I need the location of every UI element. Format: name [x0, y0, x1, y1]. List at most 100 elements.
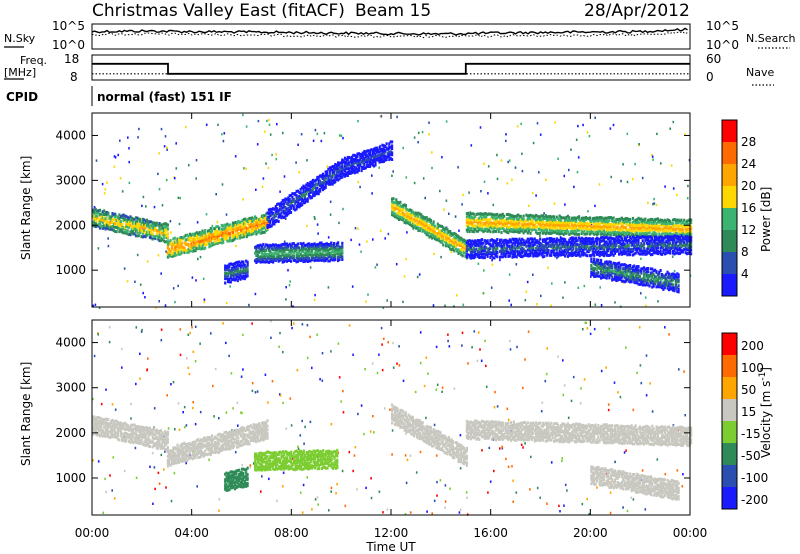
band-cell	[356, 158, 359, 162]
band-cell	[656, 217, 659, 221]
band-cell	[103, 213, 106, 216]
band-cell	[562, 221, 565, 225]
band-cell	[134, 229, 138, 233]
band-cell	[606, 228, 610, 232]
band-cell	[651, 253, 654, 256]
band-cell	[618, 273, 621, 277]
band-cell	[551, 223, 554, 227]
band-cell	[544, 248, 547, 252]
band-cell	[530, 237, 533, 241]
band-cell	[396, 200, 399, 204]
band-cell	[670, 244, 673, 247]
noise-left-tick-bottom: 10^0	[52, 38, 85, 52]
band-cell	[158, 239, 161, 243]
band-cell	[499, 222, 502, 225]
band-cell	[415, 226, 419, 230]
band-cell	[201, 239, 204, 243]
band-cell	[323, 243, 326, 246]
band-cell	[681, 231, 684, 235]
band-cell	[188, 249, 192, 253]
band-cell	[251, 220, 254, 223]
band-cell	[595, 252, 599, 256]
band-cell	[618, 239, 621, 242]
band-cell	[288, 197, 291, 201]
band-cell	[272, 257, 275, 261]
band-cell	[526, 231, 529, 235]
band-cell	[399, 213, 402, 216]
band-cell	[623, 236, 626, 240]
band-cell	[240, 220, 243, 224]
band-cell	[337, 249, 340, 253]
band-cell	[611, 263, 614, 267]
band-cell	[483, 239, 486, 243]
band-cell	[525, 213, 528, 217]
band-cell	[368, 152, 372, 156]
band-cell	[608, 254, 611, 257]
band-cell	[234, 229, 237, 233]
band-cell	[655, 251, 658, 255]
band-cell	[169, 239, 172, 243]
band-cell	[648, 284, 651, 288]
band-cell	[296, 203, 300, 207]
band-cell	[652, 273, 655, 277]
band-cell	[674, 224, 677, 228]
band-cell	[569, 230, 572, 234]
band-cell	[294, 208, 297, 212]
band-cell	[173, 246, 176, 250]
band-cell	[613, 275, 617, 279]
band-cell	[579, 249, 582, 253]
band-cell	[654, 234, 657, 237]
band-cell	[314, 182, 318, 186]
band-cell	[525, 250, 528, 254]
band-cell	[262, 260, 265, 264]
band-cell	[370, 148, 373, 152]
band-cell	[319, 253, 322, 257]
band-cell	[571, 242, 574, 246]
band-cell	[159, 227, 162, 231]
band-cell	[392, 211, 395, 215]
band-cell	[619, 263, 622, 267]
band-cell	[634, 233, 637, 236]
band-cell	[666, 226, 669, 229]
band-cell	[481, 249, 484, 253]
band-cell	[517, 252, 520, 256]
band-cell	[514, 237, 517, 241]
band-cell	[504, 238, 507, 242]
band-cell	[572, 239, 575, 243]
band-cell	[450, 239, 453, 243]
band-cell	[456, 234, 459, 238]
band-cell	[454, 240, 457, 244]
band-cell	[356, 161, 359, 165]
band-cell	[541, 220, 545, 224]
band-cell	[594, 267, 597, 271]
band-cell	[557, 223, 560, 227]
band-cell	[330, 255, 333, 259]
band-cell	[449, 232, 452, 236]
band-cell	[673, 243, 676, 247]
band-cell	[255, 258, 258, 261]
band-cell	[353, 168, 356, 172]
band-cell	[497, 227, 500, 231]
band-cell	[425, 228, 428, 232]
band-cell	[132, 224, 135, 228]
band-cell	[218, 240, 221, 244]
band-cell	[521, 219, 524, 223]
band-cell	[341, 159, 344, 163]
band-cell	[180, 241, 183, 245]
band-cell	[591, 241, 594, 245]
band-cell	[559, 253, 563, 257]
band-cell	[273, 257, 276, 261]
band-cell	[461, 245, 464, 249]
scatter-cell	[614, 246, 617, 249]
band-cell	[467, 220, 470, 224]
scatter-cell	[433, 252, 435, 256]
band-cell	[492, 256, 495, 260]
band-cell	[273, 215, 276, 219]
band-cell	[577, 223, 581, 227]
band-cell	[373, 150, 376, 154]
band-cell	[606, 268, 610, 272]
band-cell	[553, 237, 556, 241]
band-cell	[672, 250, 675, 253]
band-cell	[325, 247, 329, 251]
band-cell	[615, 218, 618, 222]
